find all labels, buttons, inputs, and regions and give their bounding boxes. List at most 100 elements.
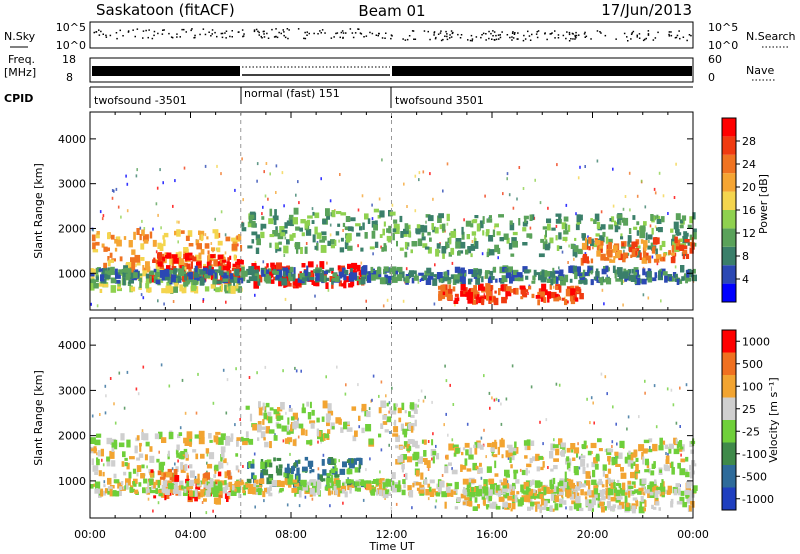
velocity-speckle xyxy=(179,452,181,456)
noise-dot xyxy=(469,39,472,42)
velocity-band-4-cell xyxy=(553,465,558,470)
power-band-5-cell xyxy=(435,248,440,257)
power-band-7-cell xyxy=(621,242,625,247)
power-band-2-cell xyxy=(184,253,191,261)
power-speckle xyxy=(481,252,484,256)
power-band-5-cell xyxy=(510,253,515,257)
velocity-band-0-cell xyxy=(235,465,239,471)
power-band-8-cell xyxy=(558,272,564,276)
power-band-5-cell xyxy=(645,232,648,241)
velocity-band-6-cell xyxy=(550,484,554,489)
velocity-speckle xyxy=(388,401,391,405)
power-band-4-cell xyxy=(241,222,245,227)
velocity-band-6-cell xyxy=(391,485,395,490)
velocity-band-6-cell xyxy=(363,480,368,488)
power-band-5-cell xyxy=(427,231,431,236)
velocity-speckle xyxy=(589,421,591,425)
velocity-band-3-cell xyxy=(386,402,389,407)
velocity-band-6-cell xyxy=(634,489,639,494)
velocity-speckle xyxy=(242,465,244,468)
power-band-3-cell xyxy=(293,278,299,285)
velocity-band-4-cell xyxy=(501,454,504,459)
velocity-band-4-cell xyxy=(679,446,684,450)
power-band-7-cell xyxy=(628,246,633,253)
power-heatmap xyxy=(90,157,697,308)
power-colorbar-tick-label: 20 xyxy=(742,181,756,194)
noise-dot xyxy=(437,33,440,35)
noise-dot xyxy=(258,34,260,36)
power-band-1-cell xyxy=(103,283,109,288)
power-speckle xyxy=(555,224,558,228)
velocity-speckle xyxy=(489,406,491,410)
power-band-8-cell xyxy=(642,268,646,276)
noise-dot xyxy=(450,36,453,38)
noise-dot xyxy=(652,39,655,41)
power-band-4-cell xyxy=(327,240,331,246)
velocity-band-4-cell xyxy=(689,471,693,479)
velocity-band-2-cell xyxy=(296,467,300,475)
velocity-band-4-cell xyxy=(506,444,513,448)
velocity-band-6-cell xyxy=(372,490,376,495)
noise-dot xyxy=(562,34,565,37)
noise-dot xyxy=(514,32,516,34)
velocity-band-4-cell xyxy=(420,473,423,477)
power-band-6-cell xyxy=(475,296,478,305)
power-band-6-cell xyxy=(565,288,572,297)
noise-left-tick-top: 10^5 xyxy=(56,21,86,34)
power-band-0-cell xyxy=(159,265,164,272)
power-band-0-cell xyxy=(184,248,189,256)
power-band-8-cell xyxy=(548,275,551,280)
power-speckle xyxy=(126,209,129,213)
velocity-band-4-cell xyxy=(644,458,649,466)
power-speckle xyxy=(357,244,359,248)
power-band-8-cell xyxy=(546,278,552,283)
power-band-4-cell xyxy=(386,228,392,233)
power-band-2-cell xyxy=(165,255,169,259)
power-band-1-cell xyxy=(161,288,167,294)
velocity-band-4-cell xyxy=(648,448,653,453)
power-band-4-cell xyxy=(269,208,273,217)
noise-dot xyxy=(688,34,691,36)
velocity-band-5-cell xyxy=(539,506,542,514)
velocity-speckle xyxy=(179,426,182,430)
power-speckle xyxy=(220,210,223,214)
velocity-band-4-cell xyxy=(591,461,596,468)
velocity-band-5-cell xyxy=(685,493,689,499)
power-band-8-cell xyxy=(184,274,187,281)
velocity-band-4-cell xyxy=(653,461,656,469)
power-band-2-cell xyxy=(173,258,179,264)
velocity-band-4-cell xyxy=(504,469,510,477)
velocity-band-6-cell xyxy=(314,487,317,493)
power-band-8-cell xyxy=(444,271,448,277)
power-band-4-cell xyxy=(281,229,288,234)
power-band-8-cell xyxy=(612,265,616,273)
power-band-6-cell xyxy=(498,288,501,296)
velocity-band-0-cell xyxy=(194,434,201,439)
velocity-band-4-cell xyxy=(448,443,454,451)
velocity-band-6-cell xyxy=(90,484,94,489)
power-band-6-cell xyxy=(494,290,497,294)
velocity-band-6-cell xyxy=(264,487,267,493)
power-band-4-cell xyxy=(335,231,340,236)
velocity-band-4-cell xyxy=(455,447,460,454)
noise-dot xyxy=(485,39,487,41)
power-band-6-cell xyxy=(468,288,471,294)
power-band-5-cell xyxy=(687,224,692,229)
power-speckle xyxy=(518,166,521,169)
noise-dot xyxy=(535,33,538,35)
velocity-speckle xyxy=(592,401,594,405)
power-band-8-cell xyxy=(623,268,627,274)
velocity-band-4-cell xyxy=(474,441,478,448)
power-band-2-cell xyxy=(210,274,216,281)
power-speckle xyxy=(561,250,564,254)
time-tick-label: 00:00 xyxy=(677,528,709,541)
noise-dot xyxy=(282,29,284,31)
velocity-speckle xyxy=(679,425,681,428)
velocity-band-3-cell xyxy=(305,429,308,436)
power-ytick-label: 1000 xyxy=(58,267,86,280)
velocity-band-0-cell xyxy=(111,452,114,459)
noise-left-tick-bottom: 10^0 xyxy=(56,39,86,52)
velocity-colorbar-segment xyxy=(722,442,736,465)
noise-dot xyxy=(668,35,671,37)
velocity-band-6-cell xyxy=(616,483,621,487)
